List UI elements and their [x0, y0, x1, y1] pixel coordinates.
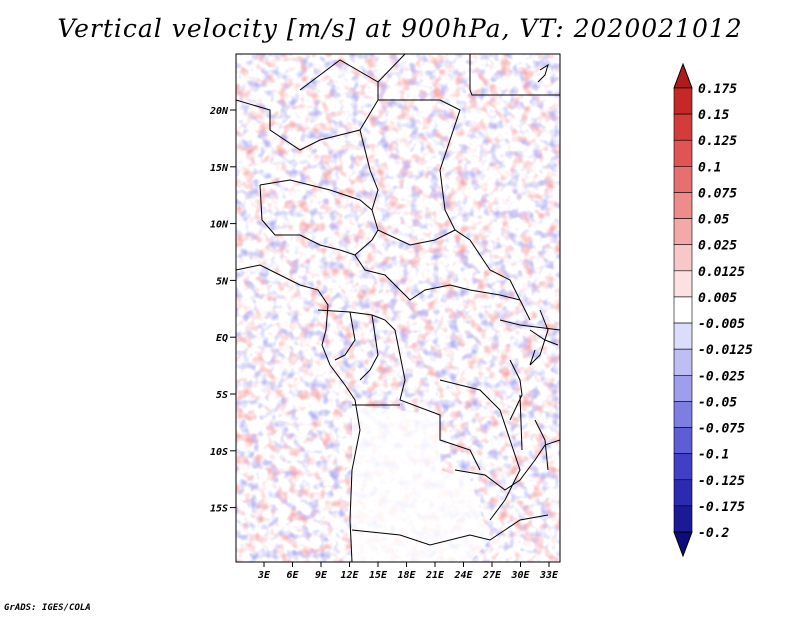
colorbar-bin	[673, 401, 693, 428]
colorbar-bin	[673, 296, 693, 324]
colorbar-level-label: -0.025	[698, 369, 745, 384]
colorbar-level-label: 0.005	[698, 291, 737, 306]
lon-axis: 3E 6E 9E 12E 15E 18E 21E 24E 27E 30E 33E	[257, 562, 559, 581]
colorbar-bin	[673, 505, 693, 533]
lon-label: 30E	[510, 570, 530, 581]
colorbar-top-arrow	[673, 62, 693, 89]
colorbar-bin	[673, 270, 693, 298]
map-frame	[235, 53, 561, 563]
lat-label: 15S	[210, 504, 228, 515]
lat-axis: 20N 15N 10N 5N EQ 5S 10S 15S	[209, 106, 236, 515]
colorbar-level-label: 0.075	[698, 186, 737, 201]
lon-label: 9E	[315, 570, 328, 581]
lon-label: 12E	[340, 570, 359, 581]
lon-label: 3E	[257, 570, 271, 581]
colorbar-bin	[673, 322, 693, 350]
lat-label: 20N	[209, 106, 229, 117]
colorbar-level-label: -0.175	[698, 500, 745, 515]
lat-label: EQ	[216, 333, 228, 344]
colorbar-bin	[673, 348, 693, 376]
colorbar-bottom-arrow	[673, 531, 693, 558]
colorbar-bin	[673, 218, 693, 246]
colorbar-level-label: 0.15	[698, 108, 729, 123]
country-borders	[236, 54, 560, 562]
lon-label: 24E	[453, 570, 473, 581]
colorbar-bin	[673, 427, 693, 454]
colorbar	[673, 62, 693, 558]
colorbar-level-label: 0.05	[698, 213, 729, 228]
map-title: Vertical velocity [m/s] at 900hPa, VT: 2…	[57, 14, 743, 43]
colorbar-level-label: -0.125	[698, 474, 745, 489]
colorbar-level-label: -0.2	[698, 526, 729, 541]
colorbar-level-label: -0.005	[698, 317, 745, 332]
colorbar-level-label: -0.0125	[698, 343, 753, 358]
lat-label: 10N	[210, 220, 229, 231]
lon-label: 27E	[482, 570, 502, 581]
colorbar-level-label: 0.025	[698, 239, 737, 254]
colorbar-bin	[673, 166, 693, 193]
colorbar-level-label: -0.1	[698, 448, 729, 463]
velocity-field	[236, 54, 560, 562]
lon-label: 6E	[286, 570, 299, 581]
lon-label: 33E	[539, 570, 559, 581]
colorbar-bin	[673, 453, 693, 481]
lat-label: 15N	[210, 163, 229, 174]
colorbar-level-label: 0.0125	[698, 265, 745, 280]
lat-label: 5S	[216, 390, 228, 401]
colorbar-level-label: 0.125	[698, 134, 737, 149]
colorbar-labels: 0.175 0.15 0.125 0.1 0.075 0.05 0.025 0.0125 0.0…	[698, 82, 753, 541]
colorbar-bin	[673, 113, 693, 141]
lat-label: 10S	[210, 447, 228, 458]
colorbar-bin	[673, 244, 693, 272]
colorbar-bin	[673, 87, 693, 115]
colorbar-bin	[673, 374, 693, 402]
colorbar-level-label: -0.05	[698, 395, 737, 410]
colorbar-level-label: 0.175	[698, 82, 737, 97]
colorbar-bin	[673, 479, 693, 507]
colorbar-level-label: 0.1	[698, 160, 721, 175]
colorbar-bin	[673, 139, 693, 167]
lon-label: 18E	[397, 570, 416, 581]
lat-label: 5N	[216, 276, 229, 287]
lon-label: 15E	[369, 570, 388, 581]
credit-text: GrADS: IGES/COLA	[4, 603, 91, 613]
lon-label: 21E	[425, 570, 445, 581]
colorbar-bin	[673, 192, 693, 219]
colorbar-level-label: -0.075	[698, 422, 745, 437]
